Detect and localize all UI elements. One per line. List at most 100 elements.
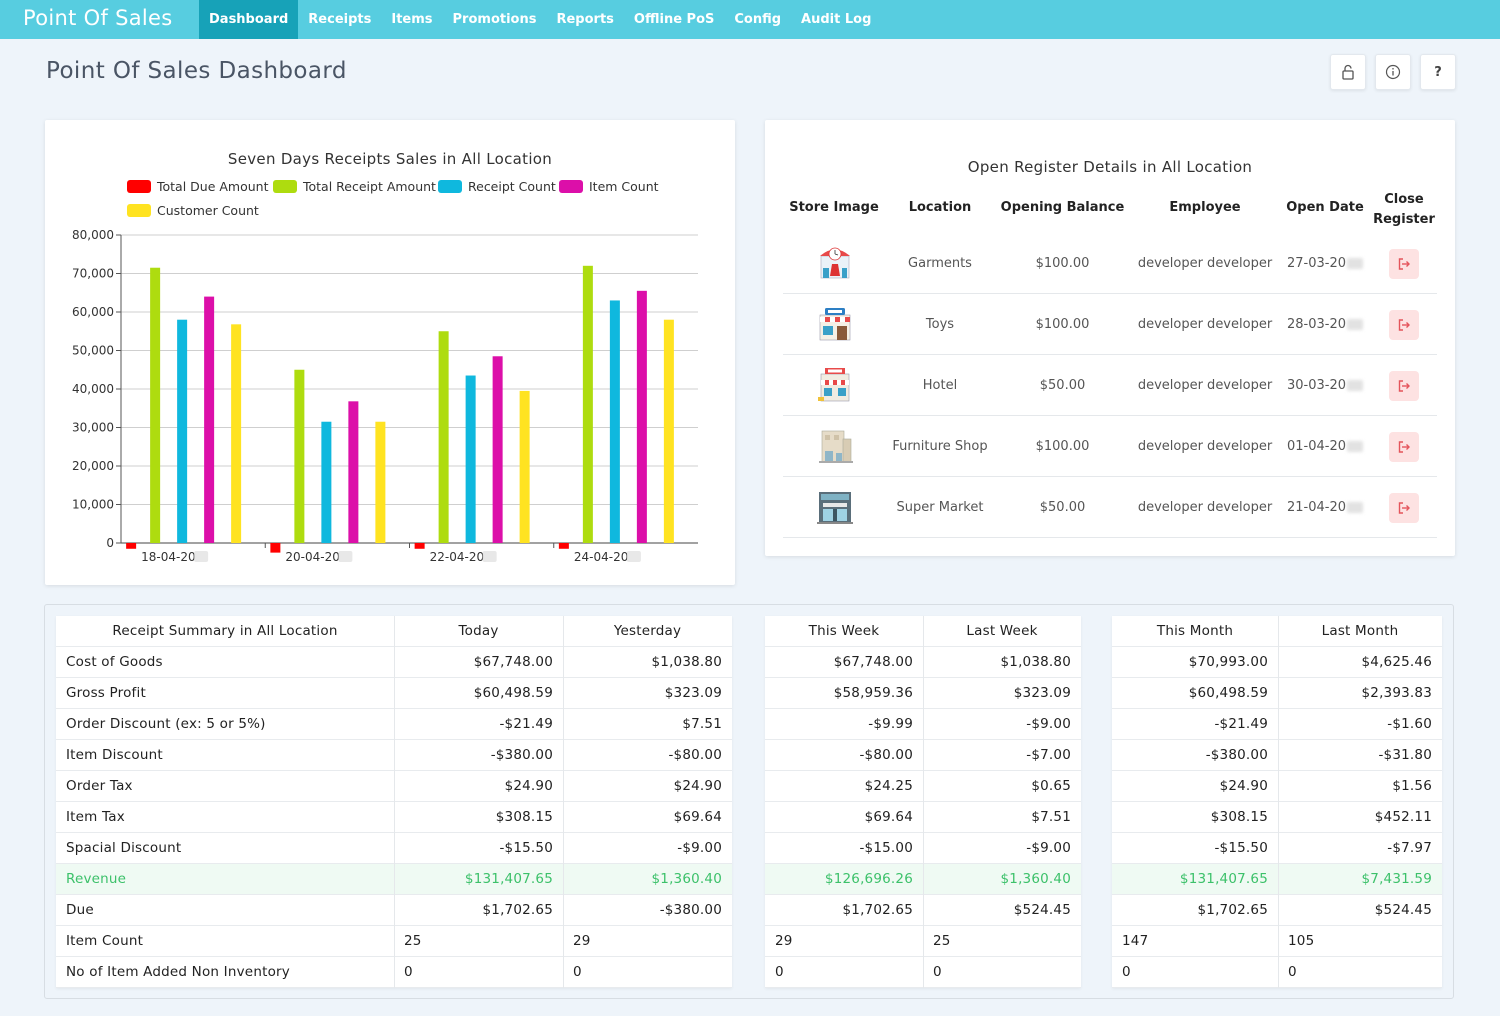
open-date-cell: 30-03-20 xyxy=(1283,355,1367,416)
summary-header-row: This Month Last Month xyxy=(1112,616,1442,647)
nav-dashboard[interactable]: Dashboard xyxy=(199,0,299,39)
nav-audit-log[interactable]: Audit Log xyxy=(801,12,872,27)
summary-value-cell: $524.45 xyxy=(1013,902,1071,918)
redacted-year xyxy=(482,551,497,562)
column-divider xyxy=(923,616,924,988)
summary-value-cell: 0 xyxy=(1288,964,1297,980)
employee-cell: developer developer xyxy=(1137,439,1273,454)
summary-value-cell: $24.90 xyxy=(673,778,722,794)
employee-cell: developer developer xyxy=(1137,378,1273,393)
legend-item-receipt-count[interactable]: Receipt Count xyxy=(438,179,556,194)
summary-value-cell: $1.56 xyxy=(1392,778,1432,794)
col-header-employee: Employee xyxy=(1169,200,1241,215)
info-button[interactable] xyxy=(1375,54,1411,90)
help-button[interactable]: ? xyxy=(1420,54,1456,90)
summary-value-cell: $4,625.46 xyxy=(1361,654,1432,670)
nav-offline-pos[interactable]: Offline PoS xyxy=(633,12,715,27)
brand-logo[interactable]: Point Of Sales xyxy=(23,6,173,30)
summary-value-cell: $1,360.40 xyxy=(651,871,722,887)
question-icon: ? xyxy=(1434,64,1442,80)
summary-row-label: Cost of Goods xyxy=(66,654,163,670)
legend-swatch xyxy=(127,180,151,193)
summary-value-cell: -$15.50 xyxy=(499,840,553,856)
legend-item-total-due[interactable]: Total Due Amount xyxy=(127,179,269,194)
chart-title: Seven Days Receipts Sales in All Locatio… xyxy=(227,150,553,168)
close-register-button[interactable] xyxy=(1389,248,1419,279)
toy-store-icon xyxy=(815,303,855,347)
summary-value-cell: -$80.00 xyxy=(859,747,913,763)
summary-row-label: Due xyxy=(66,902,94,918)
logout-icon xyxy=(1398,379,1410,392)
bar xyxy=(126,543,137,549)
summary-value-cell: 25 xyxy=(404,933,422,949)
x-tick-label: 20-04-20 xyxy=(285,550,339,564)
nav-promotions[interactable]: Promotions xyxy=(452,12,537,27)
bar xyxy=(609,300,620,543)
legend-item-customer-count[interactable]: Customer Count xyxy=(127,203,259,218)
summary-value-cell: $69.64 xyxy=(864,809,913,825)
y-tick-label: 80,000 xyxy=(72,228,114,242)
summary-value-cell: -$21.49 xyxy=(1214,716,1268,732)
summary-value-cell: 0 xyxy=(404,964,413,980)
summary-row-label: Revenue xyxy=(66,871,127,887)
opening-balance-cell: $100.00 xyxy=(1035,439,1090,454)
open-register-card: Open Register Details in All Location St… xyxy=(765,120,1455,556)
nav-receipts[interactable]: Receipts xyxy=(308,12,372,27)
col-header-open-date: Open Date xyxy=(1286,200,1364,215)
summary-value-cell: $7,431.59 xyxy=(1361,871,1432,887)
summary-value-cell: -$9.99 xyxy=(868,716,913,732)
summary-value-cell: -$380.00 xyxy=(1205,747,1268,763)
lock-button[interactable] xyxy=(1330,54,1366,90)
header-line: Close xyxy=(1384,192,1424,207)
logout-icon xyxy=(1398,501,1410,514)
y-tick-label: 30,000 xyxy=(72,421,114,435)
location-cell: Super Market xyxy=(896,500,984,515)
close-register-button[interactable] xyxy=(1389,492,1419,523)
main-nav: Dashboard Receipts Items Promotions Repo… xyxy=(199,0,881,39)
open-date: 28-03-20 xyxy=(1286,317,1346,332)
summary-value-cell: $0.65 xyxy=(1031,778,1071,794)
legend-item-total-receipt[interactable]: Total Receipt Amount xyxy=(273,179,436,194)
bar xyxy=(519,390,530,543)
summary-value-cell: $60,498.59 xyxy=(1188,685,1268,701)
opening-balance-cell: $50.00 xyxy=(1039,378,1086,393)
location-cell: Hotel xyxy=(922,378,958,393)
summary-value-cell: $323.09 xyxy=(1013,685,1071,701)
location-cell: Toys xyxy=(925,317,955,332)
bar xyxy=(558,543,569,549)
open-date: 01-04-20 xyxy=(1286,439,1346,454)
column-divider xyxy=(394,616,395,988)
legend-label: Total Due Amount xyxy=(157,179,269,194)
summary-value-cell: $69.64 xyxy=(673,809,722,825)
summary-value-cell: -$15.00 xyxy=(859,840,913,856)
redacted-year xyxy=(1347,380,1363,391)
bar xyxy=(492,356,503,543)
close-register-button[interactable] xyxy=(1389,431,1419,462)
summary-col-header: This Week xyxy=(808,623,880,639)
x-tick-label: 22-04-20 xyxy=(430,550,484,564)
close-register-cell xyxy=(1369,294,1439,355)
bar xyxy=(663,319,674,543)
summary-value-cell: $131,407.65 xyxy=(464,871,553,887)
summary-value-cell: -$9.00 xyxy=(1026,840,1071,856)
summary-col-header: Yesterday xyxy=(613,623,682,639)
legend-item-item-count[interactable]: Item Count xyxy=(559,179,659,194)
close-register-button[interactable] xyxy=(1389,370,1419,401)
supermarket-icon xyxy=(815,486,855,530)
nav-reports[interactable]: Reports xyxy=(556,12,614,27)
y-tick-label: 50,000 xyxy=(72,344,114,358)
nav-items[interactable]: Items xyxy=(391,12,433,27)
opening-balance-cell: $100.00 xyxy=(1035,317,1090,332)
summary-value-cell: 0 xyxy=(775,964,784,980)
nav-config[interactable]: Config xyxy=(734,12,782,27)
bar xyxy=(348,401,359,543)
legend-swatch xyxy=(273,180,297,193)
sales-chart-card: Seven Days Receipts Sales in All Locatio… xyxy=(45,120,735,585)
open-date-cell: 01-04-20 xyxy=(1283,416,1367,477)
logout-icon xyxy=(1398,257,1410,270)
close-register-button[interactable] xyxy=(1389,309,1419,340)
summary-value-cell: $7.51 xyxy=(682,716,722,732)
bar xyxy=(231,324,242,543)
bar xyxy=(150,267,161,543)
summary-panel: Receipt Summary in All Location Today Yest… xyxy=(56,616,732,988)
